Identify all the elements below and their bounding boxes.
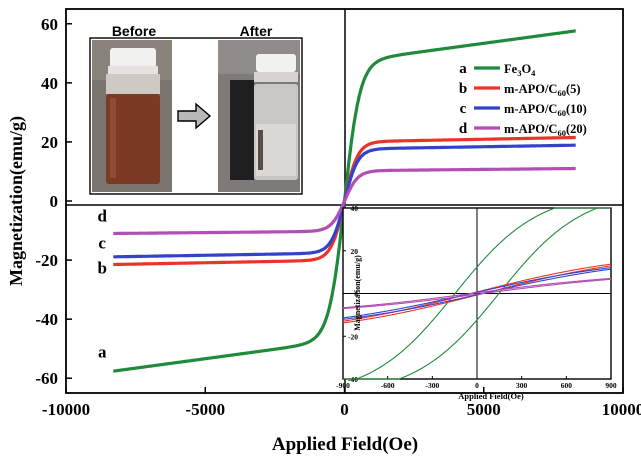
magnet-icon — [230, 80, 254, 180]
legend-label-part: (5) — [566, 82, 581, 96]
legend-label-part: 3 — [517, 68, 521, 78]
inset-x-tick-label: 900 — [605, 381, 617, 390]
legend-label-part: 4 — [531, 68, 536, 78]
inset-series-line — [343, 207, 611, 380]
inset-y-tick-label: 20 — [351, 247, 359, 256]
y-axis-title: Magnetization(emu/g) — [6, 116, 27, 286]
legend-label: m-APO/C60(10) — [504, 102, 587, 118]
inset-y-tick-label: -20 — [348, 332, 358, 341]
legend-letter: c — [460, 101, 467, 117]
x-axis-title: Applied Field(Oe) — [272, 434, 418, 455]
y-tick-label: 0 — [50, 192, 59, 211]
before-photo — [92, 40, 172, 192]
x-tick-label: 10000 — [602, 400, 641, 419]
series-line-d — [113, 166, 576, 236]
inset-x-tick-label: 600 — [561, 381, 573, 390]
brown-suspension-vial-icon — [106, 94, 160, 184]
main-curves — [113, 29, 576, 373]
legend-label-part: 60 — [557, 108, 566, 118]
legend-label: m-APO/C60(20) — [504, 122, 587, 138]
inset-x-axis-title: Applied Field(Oe) — [458, 391, 524, 401]
curve-letter-b: b — [97, 258, 106, 277]
legend-letter: a — [459, 61, 467, 77]
legend-letter: d — [459, 121, 468, 137]
inset-x-tick-label: 300 — [516, 381, 528, 390]
curve-letter-a: a — [98, 343, 107, 362]
after-label: After — [240, 23, 273, 39]
x-tick-label: 0 — [340, 400, 349, 419]
legend-label-part: (20) — [566, 122, 587, 136]
legend-label-part: m-APO/C — [504, 82, 557, 96]
x-tick-label: 5000 — [467, 400, 501, 419]
y-tick-label: 40 — [41, 74, 58, 93]
legend-label-part: (10) — [566, 102, 587, 116]
x-tick-label: -5000 — [185, 400, 225, 419]
legend-label-part: O — [521, 62, 531, 76]
inset-x-tick-label: -900 — [336, 381, 350, 390]
inset-y-axis-title: Magnetization(emu/g) — [353, 255, 362, 331]
before-label: Before — [112, 23, 157, 39]
legend-label-part: m-APO/C — [504, 122, 557, 136]
curve-letters: a bcd — [97, 207, 107, 362]
inset-series-line — [343, 278, 612, 310]
inset-x-tick-label: -600 — [381, 381, 395, 390]
bottle-cap-icon — [110, 48, 156, 68]
bottle-cap-icon-after — [256, 54, 296, 72]
legend-label-part: m-APO/C — [504, 102, 557, 116]
curve-letter-d: d — [97, 207, 107, 226]
inset-series-line — [343, 207, 611, 380]
inset-x-tick-label: 0 — [475, 381, 479, 390]
legend-label: m-APO/C60(5) — [504, 82, 581, 98]
inset-y-tick-label: 0 — [354, 290, 358, 299]
legend-letter: b — [459, 81, 467, 97]
photo-inset: Before After — [89, 23, 303, 195]
curve-letter-c: c — [98, 233, 106, 252]
arrow-right-icon — [177, 102, 212, 130]
y-tick-label: -20 — [35, 251, 58, 270]
inset-curves — [342, 207, 612, 380]
y-tick-label: 20 — [41, 133, 58, 152]
legend-label: Fe3O4 — [504, 62, 536, 78]
legend-label-part: 60 — [557, 88, 566, 98]
y-tick-label: -60 — [35, 369, 58, 388]
x-tick-label: -10000 — [42, 400, 90, 419]
y-tick-label: -40 — [35, 310, 58, 329]
inset-series-line — [342, 277, 611, 309]
inset-x-tick-label: -300 — [425, 381, 439, 390]
after-photo — [218, 40, 300, 192]
legend-label-part: 60 — [557, 128, 566, 138]
inset-y-tick-label: 40 — [351, 204, 359, 213]
y-tick-label: 60 — [41, 15, 58, 34]
legend-label-part: Fe — [504, 62, 518, 76]
